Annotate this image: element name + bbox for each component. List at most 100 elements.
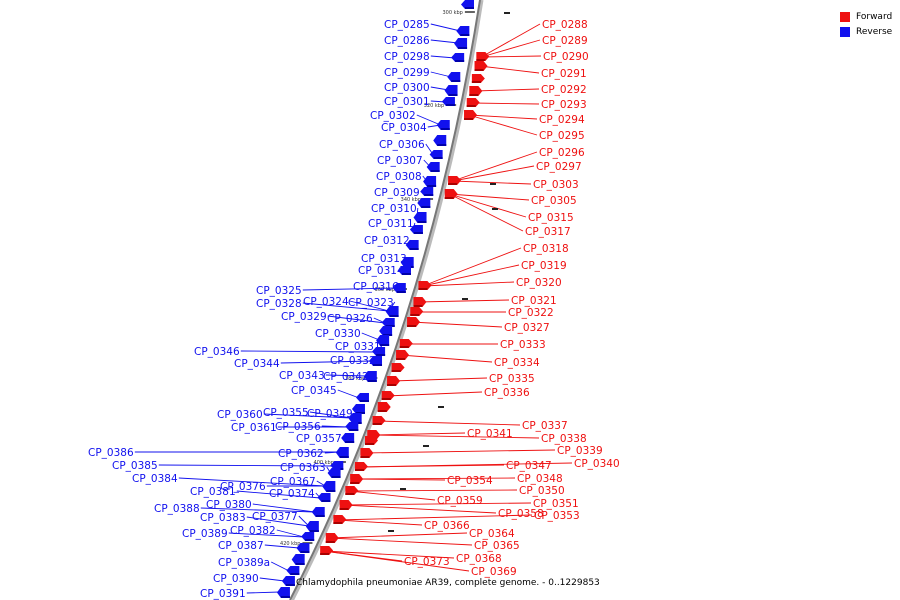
reverse-gene-feature: [345, 422, 359, 431]
gap-marker: [490, 183, 496, 185]
reverse-gene-feature: [397, 266, 411, 275]
gene-label: CP_0327: [504, 322, 550, 334]
gene-label: CP_0339: [557, 445, 603, 457]
connector-line: [337, 519, 423, 526]
gene-label: CP_0292: [541, 84, 587, 96]
legend-reverse: Reverse: [840, 24, 892, 39]
gene-label: CP_0347: [506, 460, 552, 472]
connector-line: [430, 23, 461, 32]
gene-label: CP_0389a: [218, 557, 270, 569]
gene-label: CP_0286: [384, 35, 430, 47]
reverse-gene-feature: [454, 38, 468, 49]
gene-label: CP_0312: [364, 235, 410, 247]
gene-label: CP_0331: [335, 341, 381, 353]
connector-line: [228, 532, 305, 538]
connector-line: [349, 489, 518, 492]
connector-line: [302, 302, 390, 312]
gene-label: CP_0285: [384, 19, 430, 31]
connector-line: [240, 350, 376, 353]
connector-line: [321, 425, 349, 428]
connector-line: [298, 515, 310, 527]
scale-tick-label: 420 kbp: [280, 541, 300, 547]
gene-label: CP_0315: [528, 212, 574, 224]
forward-swatch: [840, 11, 850, 22]
reverse-gene-feature: [369, 356, 383, 366]
gene-label: CP_0316: [353, 281, 399, 293]
forward-gene-feature: [350, 474, 364, 484]
gene-label: CP_0291: [541, 68, 587, 80]
gene-label: CP_0376: [220, 481, 266, 493]
connector-line: [252, 503, 315, 513]
reverse-gene-feature: [355, 393, 369, 402]
connector-line: [158, 464, 334, 467]
gene-label: CP_0344: [234, 358, 280, 370]
connector-line: [349, 490, 436, 501]
connector-line: [246, 516, 309, 527]
reverse-gene-feature: [409, 225, 423, 234]
gene-label: CP_0356: [275, 421, 321, 433]
connector-line: [358, 464, 505, 468]
reverse-gene-feature: [420, 187, 434, 196]
gene-label: CP_0335: [489, 373, 535, 385]
connector-line: [236, 490, 321, 499]
scale-tick-label: 340 kbp: [401, 197, 421, 203]
gene-label: CP_0318: [523, 243, 569, 255]
reverse-gene-feature: [436, 120, 450, 130]
forward-gene-feature: [381, 391, 395, 400]
gene-label: CP_0323: [348, 297, 394, 309]
connector-line: [329, 532, 468, 539]
reverse-gene-feature: [385, 306, 399, 317]
gene-label: CP_0326: [327, 313, 373, 325]
gene-label: CP_0388: [154, 503, 200, 515]
scale-tick-label: 320 kbp: [424, 103, 444, 109]
gene-label: CP_0381: [190, 486, 236, 498]
forward-gene-feature: [410, 307, 424, 316]
forward-gene-feature: [413, 297, 427, 307]
connector-line: [452, 151, 538, 182]
gene-label: CP_0369: [471, 566, 517, 578]
scale-tick-label: 300 kbp: [442, 10, 462, 16]
gene-label: CP_0387: [218, 540, 264, 552]
connector-line: [329, 537, 473, 546]
forward-gene-feature: [339, 500, 353, 510]
label-layer: CP_0285 CP_0286 CP_0298 CP_0299 CP_0300 CP_03…: [88, 19, 620, 600]
gene-label: CP_0320: [516, 277, 562, 289]
forward-gene-feature: [333, 515, 347, 524]
connector-line: [468, 114, 538, 136]
connector-line: [479, 65, 540, 74]
gene-label: CP_0373: [404, 556, 450, 568]
connector-line: [302, 287, 397, 291]
gene-label: CP_0322: [508, 307, 554, 319]
connector-line: [422, 264, 520, 287]
reverse-gene-feature: [322, 481, 336, 492]
gene-label: CP_0309: [374, 187, 420, 199]
forward-gene-feature: [448, 176, 462, 185]
connector-line: [263, 413, 352, 419]
connector-line: [337, 389, 360, 399]
reverse-gene-feature: [392, 283, 406, 293]
gene-label: CP_0364: [469, 528, 515, 540]
reverse-gene-feature: [426, 162, 440, 172]
connector-line: [276, 529, 305, 538]
gene-label: CP_0365: [474, 540, 520, 552]
forward-gene-feature: [469, 86, 483, 96]
forward-gene-feature: [444, 189, 458, 199]
forward-gene-feature: [365, 436, 379, 445]
gene-label: CP_0348: [517, 473, 563, 485]
gene-label: CP_0310: [371, 203, 417, 215]
connector-line: [471, 102, 540, 105]
forward-gene-feature: [474, 61, 488, 71]
gene-label: CP_0343: [279, 370, 325, 382]
gene-label: CP_0307: [377, 155, 423, 167]
gene-label: CP_0305: [531, 195, 577, 207]
gene-label: CP_0329: [281, 311, 327, 323]
gap-marker: [438, 406, 444, 408]
gene-label: CP_0294: [539, 114, 585, 126]
connector-line: [349, 300, 390, 312]
connector-line: [430, 55, 456, 59]
reverse-gene-feature: [363, 371, 377, 382]
gene-label: CP_0325: [256, 285, 302, 297]
gene-label: CP_0340: [574, 458, 620, 470]
legend-reverse-label: Reverse: [856, 26, 893, 37]
gene-label: CP_0324: [303, 296, 349, 308]
